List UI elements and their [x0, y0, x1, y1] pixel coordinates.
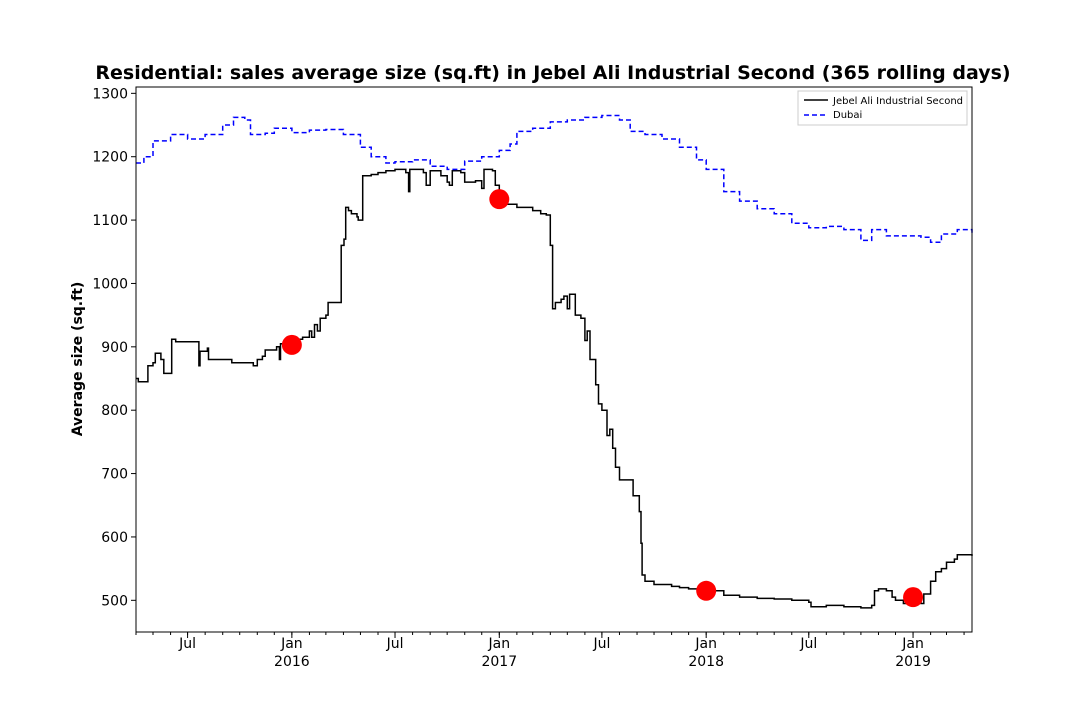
x-tick-label: Jul — [592, 636, 610, 652]
legend-label-jebel-ali: Jebel Ali Industrial Second — [832, 96, 963, 107]
y-tick-label: 600 — [101, 530, 128, 546]
y-tick-label: 700 — [101, 467, 128, 483]
y-tick-label: 1000 — [92, 276, 128, 292]
x-tick-label: Jul — [386, 636, 404, 652]
x-tick-label: Jul — [178, 636, 196, 652]
y-tick-label: 900 — [101, 340, 128, 356]
plot-frame — [135, 86, 973, 633]
x-tick-year-label: 2018 — [688, 654, 724, 670]
x-tick-year-label: 2019 — [895, 654, 931, 670]
y-tick-label: 1200 — [92, 150, 128, 166]
x-tick-label: Jan — [901, 636, 924, 652]
marker-point — [489, 189, 510, 210]
legend-label-dubai: Dubai — [833, 110, 862, 121]
plot-area: 500 600 700 800 900 1000 1100 1200 1300 Jul Jan 201… — [92, 86, 973, 670]
series-line-jebel-ali — [136, 168, 973, 609]
x-tick-label: Jan — [488, 636, 511, 652]
y-axis-label: Average size (sq.ft) — [70, 282, 86, 437]
x-tick-year-label: 2017 — [481, 654, 517, 670]
marker-point — [903, 587, 924, 608]
chart-title: Residential: sales average size (sq.ft) … — [95, 62, 1010, 84]
x-tick-label: Jan — [280, 636, 303, 652]
y-tick-label: 500 — [101, 593, 128, 609]
marker-point — [696, 580, 717, 601]
legend: Jebel Ali Industrial Second Dubai — [797, 90, 968, 126]
y-tick-label: 800 — [101, 403, 128, 419]
series-line-dubai — [136, 114, 973, 244]
x-tick-label: Jul — [799, 636, 817, 652]
y-tick-label: 1100 — [92, 213, 128, 229]
marker-point — [281, 334, 302, 355]
legend-box — [797, 90, 968, 126]
x-tick-year-label: 2016 — [274, 654, 310, 670]
x-tick-label: Jan — [694, 636, 717, 652]
y-tick-label: 1300 — [92, 86, 128, 102]
